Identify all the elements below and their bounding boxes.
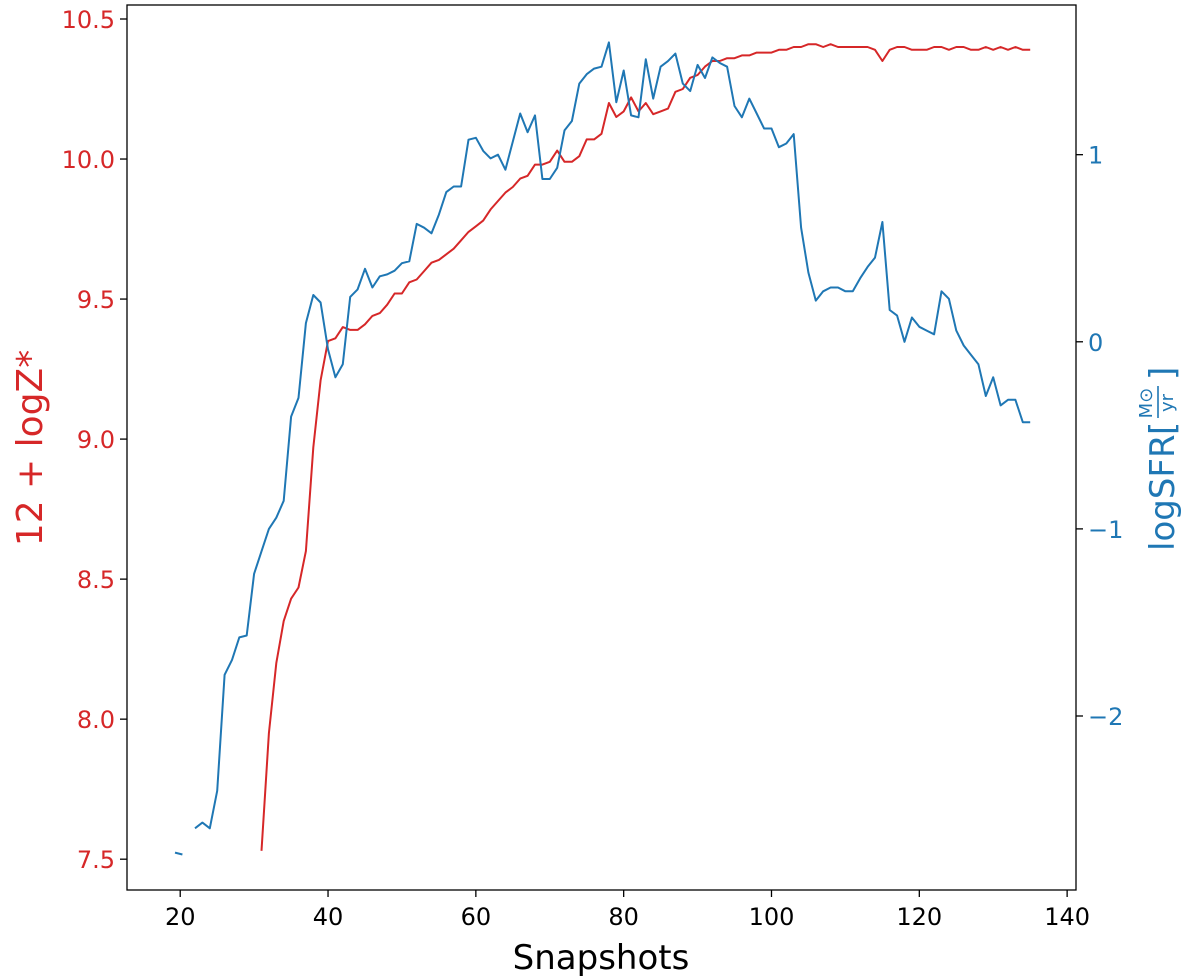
x-tick-label: 140 <box>1044 903 1090 931</box>
x-axis: 20 40 60 80 100 120 140 <box>165 890 1090 931</box>
left-y-tick-label: 10.0 <box>62 146 115 174</box>
x-tick-label: 100 <box>749 903 795 931</box>
right-y-axis-title-main: logSFR <box>1143 434 1183 551</box>
plot-frame <box>126 4 1077 891</box>
left-y-tick-label: 8.0 <box>77 706 115 734</box>
plot-lines <box>174 41 1031 856</box>
right-y-tick-label: 1 <box>1088 142 1103 170</box>
right-y-tick-label: −2 <box>1088 703 1123 731</box>
left-y-tick-label: 8.5 <box>77 566 115 594</box>
metallicity-line <box>260 43 1031 851</box>
right-y-axis-title-open-bracket: [ <box>1143 422 1183 435</box>
x-tick-label: 120 <box>896 903 942 931</box>
left-y-axis: 7.5 8.0 8.5 9.0 9.5 10.0 10.5 <box>62 6 127 874</box>
left-y-tick-label: 10.5 <box>62 6 115 34</box>
sfr-line <box>194 41 1031 830</box>
right-y-axis-unit-numerator: M⊙ <box>1136 388 1157 419</box>
right-y-axis: −2 −1 0 1 <box>1076 142 1123 731</box>
left-y-tick-label: 9.0 <box>77 426 115 454</box>
right-y-axis-title-close-bracket: ] <box>1143 367 1183 380</box>
right-y-tick-label: 0 <box>1088 329 1103 357</box>
x-tick-label: 20 <box>165 903 196 931</box>
x-tick-label: 60 <box>461 903 492 931</box>
left-y-axis-title: 12 + logZ* <box>10 350 51 546</box>
axes-frame <box>126 4 1077 891</box>
right-y-axis-title: logSFR [ M⊙ yr ] <box>1136 367 1183 551</box>
sfr-line-segment <box>174 851 183 856</box>
left-y-tick-label: 9.5 <box>77 286 115 314</box>
x-tick-label: 80 <box>608 903 639 931</box>
left-y-tick-label: 7.5 <box>77 846 115 874</box>
x-axis-title: Snapshots <box>513 938 690 978</box>
right-y-tick-label: −1 <box>1088 516 1123 544</box>
right-y-axis-unit-denominator: yr <box>1157 393 1178 412</box>
x-tick-label: 40 <box>313 903 344 931</box>
